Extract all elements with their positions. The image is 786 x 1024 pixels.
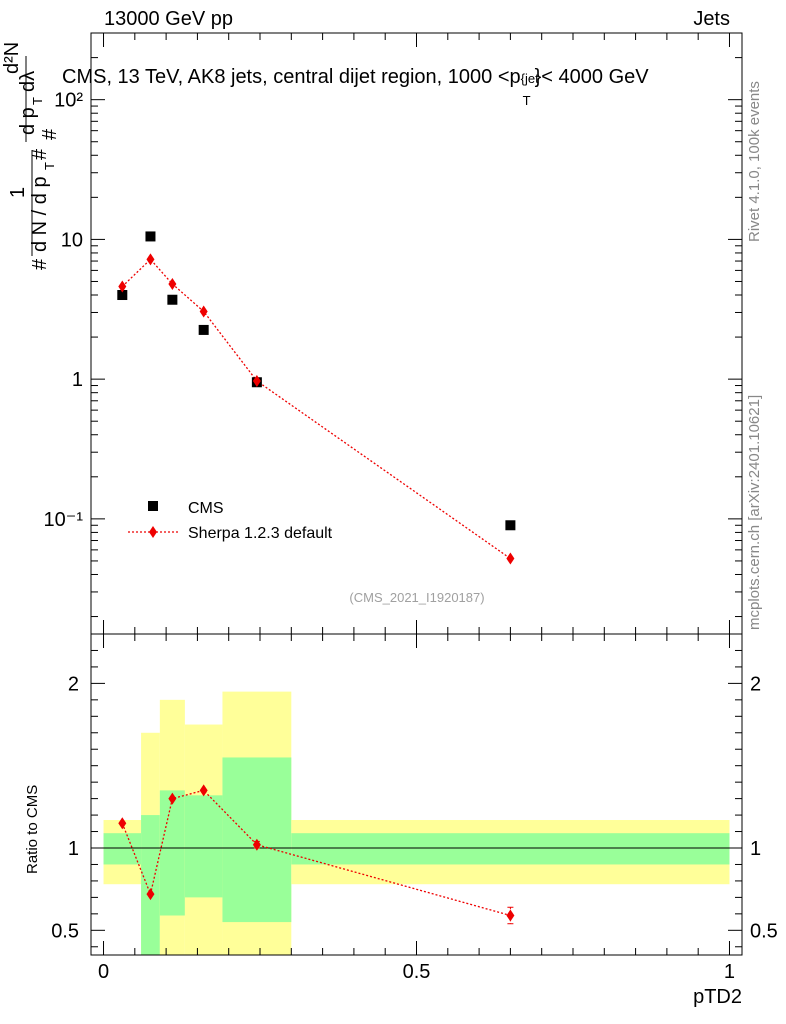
mc-data-point bbox=[252, 374, 261, 387]
ratio-y-tick-label: 1 bbox=[68, 838, 79, 860]
main-plot-frame bbox=[90, 32, 743, 635]
mc-data-point bbox=[168, 277, 177, 290]
ratio-mc-point bbox=[168, 792, 177, 805]
ratio-band-inner bbox=[184, 795, 223, 898]
y-label-glyph: d p bbox=[17, 107, 39, 135]
y-label-glyph: # bbox=[29, 258, 51, 270]
legend-mc-marker bbox=[149, 526, 157, 538]
cms-data-point bbox=[117, 290, 128, 301]
y-label-glyph: # bbox=[29, 148, 51, 160]
plot-title-main: CMS, 13 TeV, AK8 jets, central dijet reg… bbox=[62, 66, 521, 88]
mc-data-point bbox=[506, 552, 515, 565]
cms-data-point bbox=[167, 294, 178, 305]
legend-mc-label: Sherpa 1.2.3 default bbox=[188, 525, 333, 542]
y-tick-label: 1 bbox=[72, 369, 83, 391]
x-tick-label: 1 bbox=[724, 961, 735, 983]
mc-series-line bbox=[121, 258, 511, 560]
ratio-y-tick-label-right: 1 bbox=[750, 838, 761, 860]
mc-data-point bbox=[146, 253, 155, 266]
y-label-glyph: 1 bbox=[7, 187, 29, 198]
ratio-band-inner bbox=[291, 833, 730, 865]
y-tick-label: 10² bbox=[54, 90, 83, 112]
plot-title-tail: }< 4000 GeV bbox=[534, 66, 649, 88]
ratio-y-tick-label: 0.5 bbox=[51, 920, 79, 942]
cms-data-point bbox=[198, 324, 209, 335]
x-axis-label: pTD2 bbox=[693, 986, 742, 1008]
ratio-band-inner bbox=[103, 833, 142, 865]
ratio-mc-point bbox=[199, 784, 208, 797]
ratio-band-inner bbox=[141, 815, 160, 955]
y-label-glyph: dλ bbox=[17, 71, 39, 92]
y-label-glyph: d²N bbox=[1, 42, 23, 74]
plot-title-superscript: {jet bbox=[520, 71, 539, 86]
ratio-y-tick-label-right: 2 bbox=[750, 673, 761, 695]
legend-cms-marker bbox=[148, 501, 158, 511]
rivet-version-label: Rivet 4.1.0, 100k events bbox=[746, 81, 763, 242]
legend-cms-label: CMS bbox=[188, 500, 224, 517]
mc-data-point bbox=[199, 305, 208, 318]
y-label-glyph: # bbox=[39, 128, 61, 140]
y-tick-label: 10⁻¹ bbox=[44, 509, 84, 531]
plot-title: CMS, 13 TeV, AK8 jets, central dijet reg… bbox=[62, 66, 649, 108]
ratio-y-axis-label: Ratio to CMS bbox=[24, 784, 41, 874]
ratio-mc-point bbox=[252, 838, 261, 851]
header-category-label: Jets bbox=[693, 8, 730, 30]
y-label-glyph: T bbox=[42, 162, 57, 170]
ratio-mc-point bbox=[506, 909, 515, 922]
y-label-glyph: T bbox=[30, 97, 45, 105]
ratio-mc-point bbox=[118, 817, 127, 830]
analysis-watermark: (CMS_2021_I1920187) bbox=[349, 590, 485, 605]
ratio-y-tick-label-right: 0.5 bbox=[750, 920, 778, 942]
x-tick-label: 0 bbox=[98, 961, 109, 983]
y-tick-label: 10 bbox=[61, 229, 83, 251]
y-label-glyph: d N / d p bbox=[29, 176, 51, 252]
x-tick-label: 0.5 bbox=[403, 961, 431, 983]
ratio-mc-point bbox=[146, 888, 155, 901]
mc-data-point bbox=[118, 280, 127, 293]
cms-data-point bbox=[505, 520, 516, 531]
ratio-y-tick-label: 2 bbox=[68, 673, 79, 695]
ratio-band-inner bbox=[159, 790, 185, 916]
cms-data-point bbox=[145, 231, 156, 242]
plot-title-subscript: T bbox=[522, 93, 531, 108]
header-energy-label: 13000 GeV pp bbox=[104, 8, 233, 30]
